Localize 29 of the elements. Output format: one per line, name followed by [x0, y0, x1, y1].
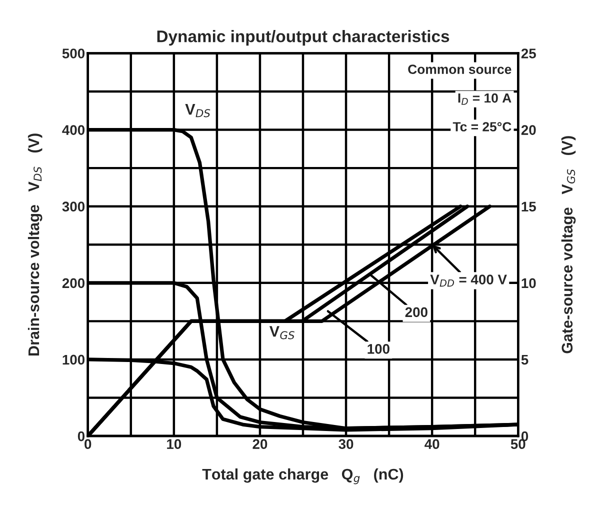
annotation: 200 — [405, 307, 428, 318]
y-tick-label: 100 — [62, 354, 85, 365]
x-tick-label: 50 — [510, 439, 526, 449]
x-tick-label: 40 — [424, 439, 440, 449]
x-tick-label: 0 — [84, 439, 92, 449]
annotation: V$_{DS}$ — [185, 104, 210, 118]
x-tick-label: 20 — [252, 439, 268, 449]
y-tick-label: 0 — [78, 431, 85, 442]
y2-tick-label: 20 — [521, 125, 536, 135]
y-tick-label: 500 — [62, 48, 85, 58]
annotation: Tc = 25°C — [452, 122, 512, 132]
annotation: V$_{GS}$ — [269, 326, 294, 340]
y2-tick-label: 15 — [522, 202, 536, 212]
text: Drain-source voltage V$_{DS}$ (V) — [28, 134, 42, 356]
annotation: 100 — [368, 344, 390, 354]
text: Gate-source voltage V$_{GS}$ (V) — [561, 136, 576, 354]
y2-tick-label: 10 — [522, 278, 536, 288]
x-tick-label: 10 — [167, 439, 182, 449]
y2-tick-label: 25 — [521, 48, 536, 58]
y2-tick-label: 5 — [521, 354, 528, 365]
y-tick-label: 200 — [62, 278, 85, 288]
text: Total gate charge Q$_{g}$ (nC) — [202, 468, 404, 484]
chart-title: Dynamic input/output characteristics — [157, 30, 450, 46]
annotation: V$_{DD}$ = 400 V — [430, 274, 507, 287]
annotation: I$_{D}$ = 10 A — [458, 93, 512, 105]
y-tick-label: 300 — [62, 202, 85, 212]
y-tick-label: 400 — [62, 125, 85, 135]
annotation: Common source — [408, 64, 512, 74]
x-tick-label: 30 — [338, 439, 354, 450]
